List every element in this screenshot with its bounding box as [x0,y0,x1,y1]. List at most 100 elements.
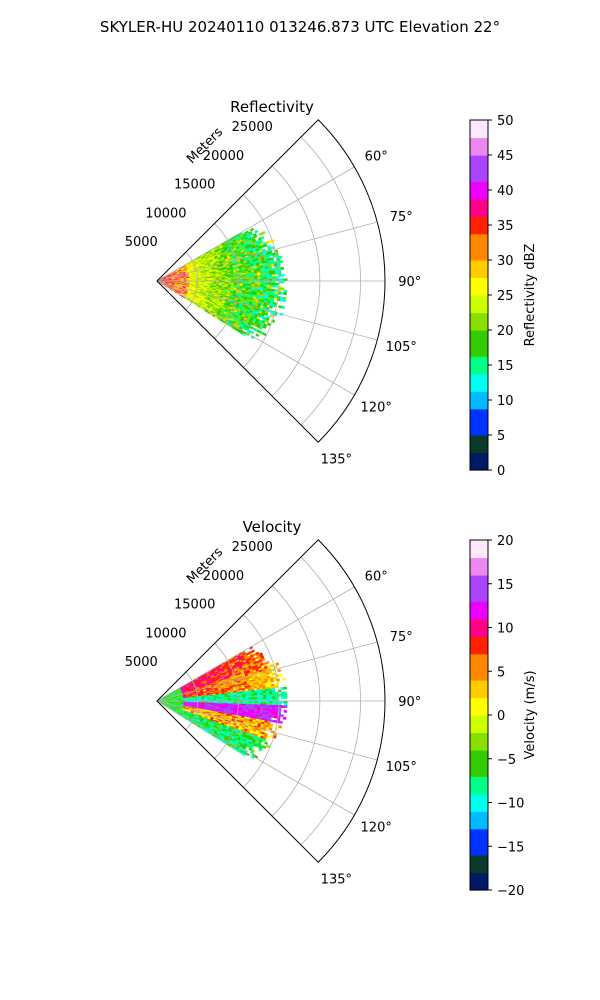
velocity-panel: Velocity 5000 10000 15000 20000 25000 60° 75°… [125,518,538,899]
reflectivity-colorbar-tick-label: 0 [497,464,505,479]
velocity-colorbar-segment [470,820,488,830]
velocity-colorbar-segment [470,785,488,795]
reflectivity-colorbar-segment [470,347,488,357]
reflectivity-colorbar-segment [470,260,488,270]
reflectivity-angle-labels: 60° 75° 90° 105° 120° 135° [321,150,422,468]
velocity-range-tick-label: 15000 [174,598,215,613]
reflectivity-colorbar-tick-label: 25 [497,289,514,304]
velocity-colorbar-segment [470,627,488,637]
velocity-colorbar-segment [470,872,488,882]
reflectivity-colorbar-tick-label: 5 [497,429,505,444]
velocity-colorbar-segment [470,793,488,804]
velocity-colorbar-segment [470,566,488,576]
velocity-colorbar-segment [470,540,488,550]
reflectivity-colorbar-segment [470,338,488,349]
velocity-angle-labels: 60° 75° 90° 105° 120° 135° [321,570,422,888]
reflectivity-colorbar-segment [470,268,488,279]
velocity-colorbar-segment [470,601,488,611]
velocity-colorbar-segment [470,671,488,681]
velocity-angle-tick-label: 60° [365,570,388,585]
reflectivity-colorbar-segment [470,435,488,445]
reflectivity-colorbar-segment [470,330,488,340]
reflectivity-colorbar-segment [470,356,488,366]
velocity-colorbar-segment [470,662,488,672]
velocity-colorbar-segment [470,828,488,839]
velocity-colorbar-segment [470,723,488,734]
reflectivity-colorbar-segment [470,400,488,410]
reflectivity-range-tick-label: 25000 [232,120,273,135]
reflectivity-angle-tick-label: 90° [398,275,421,290]
reflectivity-range-labels: 5000 10000 15000 20000 25000 [125,120,273,250]
velocity-angle-tick-label: 75° [390,630,413,645]
reflectivity-colorbar-segment [470,146,488,156]
reflectivity-angle-tick-label: 75° [390,210,413,225]
velocity-colorbar-tick-label: −10 [497,797,524,812]
velocity-colorbar-tick-label: −20 [497,884,524,899]
reflectivity-angle-tick-label: 60° [365,150,388,165]
velocity-colorbar-segment [470,741,488,751]
reflectivity-colorbar-segment [470,286,488,296]
reflectivity-colorbar-tick-label: 40 [497,184,514,199]
reflectivity-colorbar-segment [470,452,488,462]
velocity-colorbar-segment [470,557,488,567]
velocity-colorbar-segment [470,863,488,874]
reflectivity-colorbar-segment [470,128,488,139]
reflectivity-colorbar [469,119,489,471]
reflectivity-field [156,227,288,340]
reflectivity-colorbar-tick-label: 30 [497,254,514,269]
velocity-colorbar-segment [470,802,488,812]
reflectivity-grid [156,119,386,443]
reflectivity-angle-tick-label: 120° [361,400,392,415]
reflectivity-colorbar-segment [470,312,488,322]
reflectivity-colorbar-segment [470,155,488,165]
reflectivity-range-tick-label: 10000 [145,206,186,221]
reflectivity-range-tick-label: 20000 [203,149,244,164]
velocity-colorbar-segment [470,653,488,664]
reflectivity-colorbar-segment [470,382,488,392]
velocity-colorbar-tick-label: 20 [497,534,514,549]
velocity-colorbar-segment [470,767,488,777]
velocity-range-tick-label: 25000 [232,540,273,555]
velocity-colorbar-segment [470,846,488,856]
velocity-colorbar-label: Velocity (m/s) [523,670,538,759]
velocity-angle-tick-label: 135° [321,872,352,887]
reflectivity-colorbar-segment [470,373,488,384]
velocity-colorbar-segment [470,618,488,629]
velocity-colorbar-segment [470,811,488,821]
reflectivity-colorbar-segment [470,163,488,174]
velocity-colorbar-segment [470,636,488,646]
velocity-range-tick-label: 20000 [203,569,244,584]
velocity-colorbar-segment [470,688,488,699]
velocity-angle-tick-label: 120° [361,820,392,835]
velocity-colorbar-tick-label: 15 [497,578,514,593]
reflectivity-colorbar-segment [470,461,488,471]
reflectivity-angle-tick-label: 105° [386,340,417,355]
velocity-colorbar-segment [470,732,488,742]
reflectivity-colorbar-segment [470,295,488,305]
reflectivity-colorbar-segment [470,233,488,244]
reflectivity-colorbar-segment [470,137,488,147]
velocity-field [156,645,288,760]
velocity-colorbar-tick-label: −5 [497,753,516,768]
velocity-colorbar-tick-label: 0 [497,709,505,724]
velocity-colorbar-segment [470,583,488,594]
reflectivity-colorbar-label: Reflectivity dBZ [523,244,538,347]
reflectivity-colorbar-segment [470,365,488,375]
velocity-colorbar-segment [470,837,488,847]
reflectivity-range-tick-label: 15000 [174,178,215,193]
reflectivity-colorbar-tick-label: 45 [497,149,514,164]
reflectivity-colorbar-segment [470,391,488,401]
velocity-colorbar-segment [470,548,488,559]
reflectivity-colorbar-segment [470,172,488,182]
velocity-colorbar-segment [470,575,488,585]
velocity-colorbar-segment [470,776,488,786]
reflectivity-colorbar-segment [470,321,488,331]
reflectivity-colorbar-segment [470,408,488,419]
reflectivity-colorbar-segment [470,251,488,261]
velocity-colorbar-segment [470,750,488,760]
reflectivity-colorbar-segment [470,303,488,314]
figure-suptitle: SKYLER-HU 20240110 013246.873 UTC Elevat… [100,18,500,36]
reflectivity-range-tick-label: 5000 [125,235,158,250]
velocity-grid [156,539,386,863]
